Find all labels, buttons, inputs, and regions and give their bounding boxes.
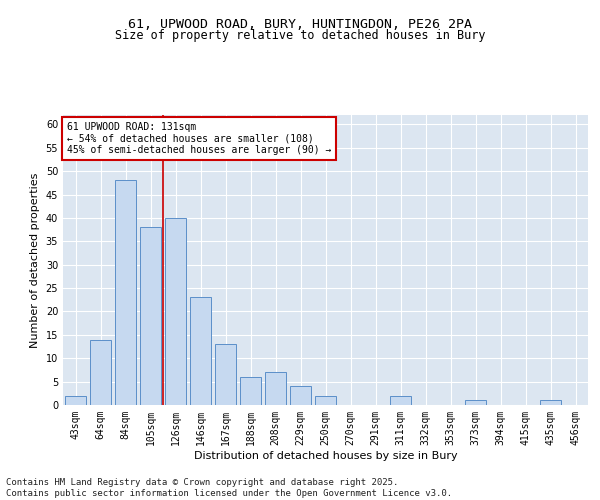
Text: Contains HM Land Registry data © Crown copyright and database right 2025.
Contai: Contains HM Land Registry data © Crown c…	[6, 478, 452, 498]
Text: 61 UPWOOD ROAD: 131sqm
← 54% of detached houses are smaller (108)
45% of semi-de: 61 UPWOOD ROAD: 131sqm ← 54% of detached…	[67, 122, 331, 155]
Bar	[390, 396, 411, 405]
Bar	[540, 400, 561, 405]
Bar	[65, 396, 86, 405]
Bar	[215, 344, 236, 405]
Bar	[290, 386, 311, 405]
Bar	[165, 218, 186, 405]
Bar	[115, 180, 136, 405]
Bar	[140, 228, 161, 405]
Y-axis label: Number of detached properties: Number of detached properties	[30, 172, 40, 348]
Bar	[315, 396, 336, 405]
Text: 61, UPWOOD ROAD, BURY, HUNTINGDON, PE26 2PA: 61, UPWOOD ROAD, BURY, HUNTINGDON, PE26 …	[128, 18, 472, 30]
Text: Size of property relative to detached houses in Bury: Size of property relative to detached ho…	[115, 29, 485, 42]
Bar	[90, 340, 111, 405]
Bar	[265, 372, 286, 405]
Bar	[240, 377, 261, 405]
Bar	[465, 400, 486, 405]
X-axis label: Distribution of detached houses by size in Bury: Distribution of detached houses by size …	[194, 450, 457, 460]
Bar	[190, 298, 211, 405]
